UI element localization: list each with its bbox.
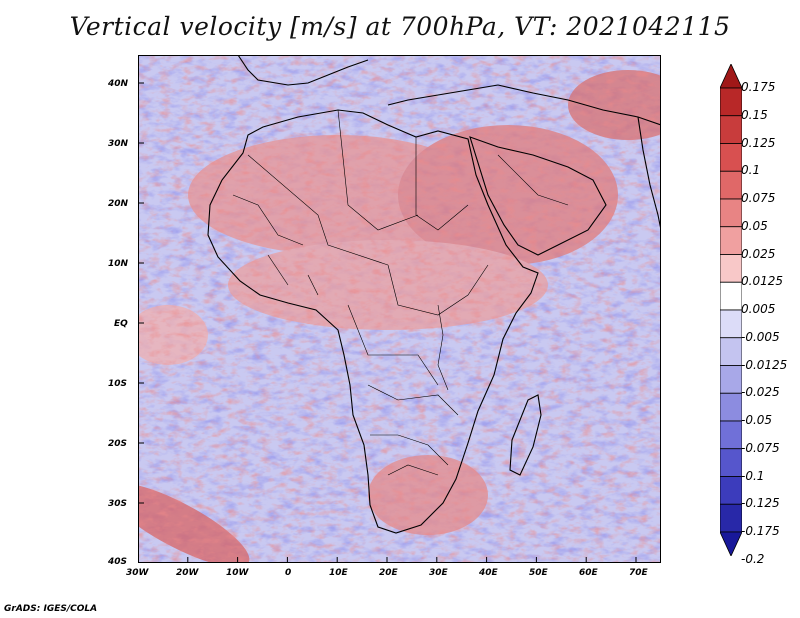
colorbar-swatch	[720, 309, 742, 339]
x-tick-label: 10W	[226, 568, 249, 578]
y-tick-label: 20N	[108, 199, 129, 209]
map-frame	[138, 55, 661, 563]
colorbar-label: 0.125	[741, 135, 776, 150]
colorbar-label: -0.175	[741, 524, 780, 538]
colorbar-swatch	[720, 281, 742, 311]
colorbar-swatch	[720, 254, 742, 283]
colorbar-swatch	[720, 170, 742, 200]
y-tick-label: 20S	[108, 439, 128, 449]
colorbar-label: -0.005	[741, 329, 780, 344]
colorbar-label: 0.005	[741, 302, 776, 316]
colorbar-swatch	[720, 115, 742, 144]
colorbar-label: -0.0125	[741, 357, 788, 372]
colorbar-swatch	[720, 226, 742, 255]
colorbar-swatch	[720, 64, 742, 89]
x-tick-label: 0	[285, 568, 292, 578]
page-title: Vertical velocity [m/s] at 700hPa, VT: 2…	[69, 12, 731, 41]
y-tick-label: 10N	[108, 259, 129, 269]
colorbar-swatch	[720, 392, 742, 422]
x-tick-label: 10E	[329, 568, 348, 578]
x-tick-label: 60E	[579, 568, 598, 578]
colorbar-swatch	[720, 143, 742, 172]
colorbar-swatch	[720, 476, 742, 505]
x-tick-label: 70E	[629, 568, 648, 578]
colorbar-label: 0.075	[741, 191, 776, 205]
y-tick-label: 30N	[108, 139, 129, 149]
x-tick-label: 30E	[429, 568, 448, 578]
y-tick-label: 40S	[108, 557, 128, 567]
x-tick-label: 30W	[126, 568, 149, 578]
country-borders	[232, 109, 569, 476]
x-tick-label: 20E	[379, 568, 398, 578]
colorbar-swatch	[720, 448, 742, 477]
colorbar-label: 0.1	[741, 163, 761, 178]
colorbar-label: 0.0125	[741, 274, 783, 289]
x-tick-label: 20W	[176, 568, 199, 578]
colorbar-label: -0.025	[741, 385, 780, 400]
colorbar-swatch	[720, 337, 742, 366]
y-tick-label: 40N	[108, 79, 129, 89]
colorbar-swatch	[720, 87, 742, 117]
y-tick-label: 30S	[108, 499, 128, 509]
colorbar-label: 0.05	[741, 218, 768, 233]
colorbar	[720, 64, 742, 556]
colorbar-swatch	[720, 198, 742, 228]
colorbar-label: -0.2	[741, 551, 765, 566]
vertical-velocity-map	[138, 55, 661, 563]
colorbar-label: -0.1	[741, 468, 765, 483]
x-tick-label: 40E	[479, 568, 498, 578]
colorbar-label: 0.175	[741, 80, 776, 94]
coastlines	[207, 55, 661, 534]
colorbar-label: -0.075	[741, 440, 780, 455]
y-tick-label: 10S	[108, 379, 128, 389]
colorbar-swatch	[720, 531, 742, 556]
colorbar-swatch	[720, 365, 742, 394]
colorbar-label: -0.125	[741, 496, 780, 511]
map-panel	[138, 55, 661, 563]
colorbar-label: -0.05	[741, 413, 773, 427]
colorbar-label: 0.025	[741, 246, 776, 261]
colorbar-swatch	[720, 503, 742, 533]
y-tick-label: EQ	[114, 319, 128, 329]
footer-credit: GrADS: IGES/COLA	[4, 604, 98, 614]
colorbar-label: 0.15	[741, 107, 768, 122]
x-tick-label: 50E	[529, 568, 548, 578]
colorbar-swatch	[720, 420, 742, 450]
